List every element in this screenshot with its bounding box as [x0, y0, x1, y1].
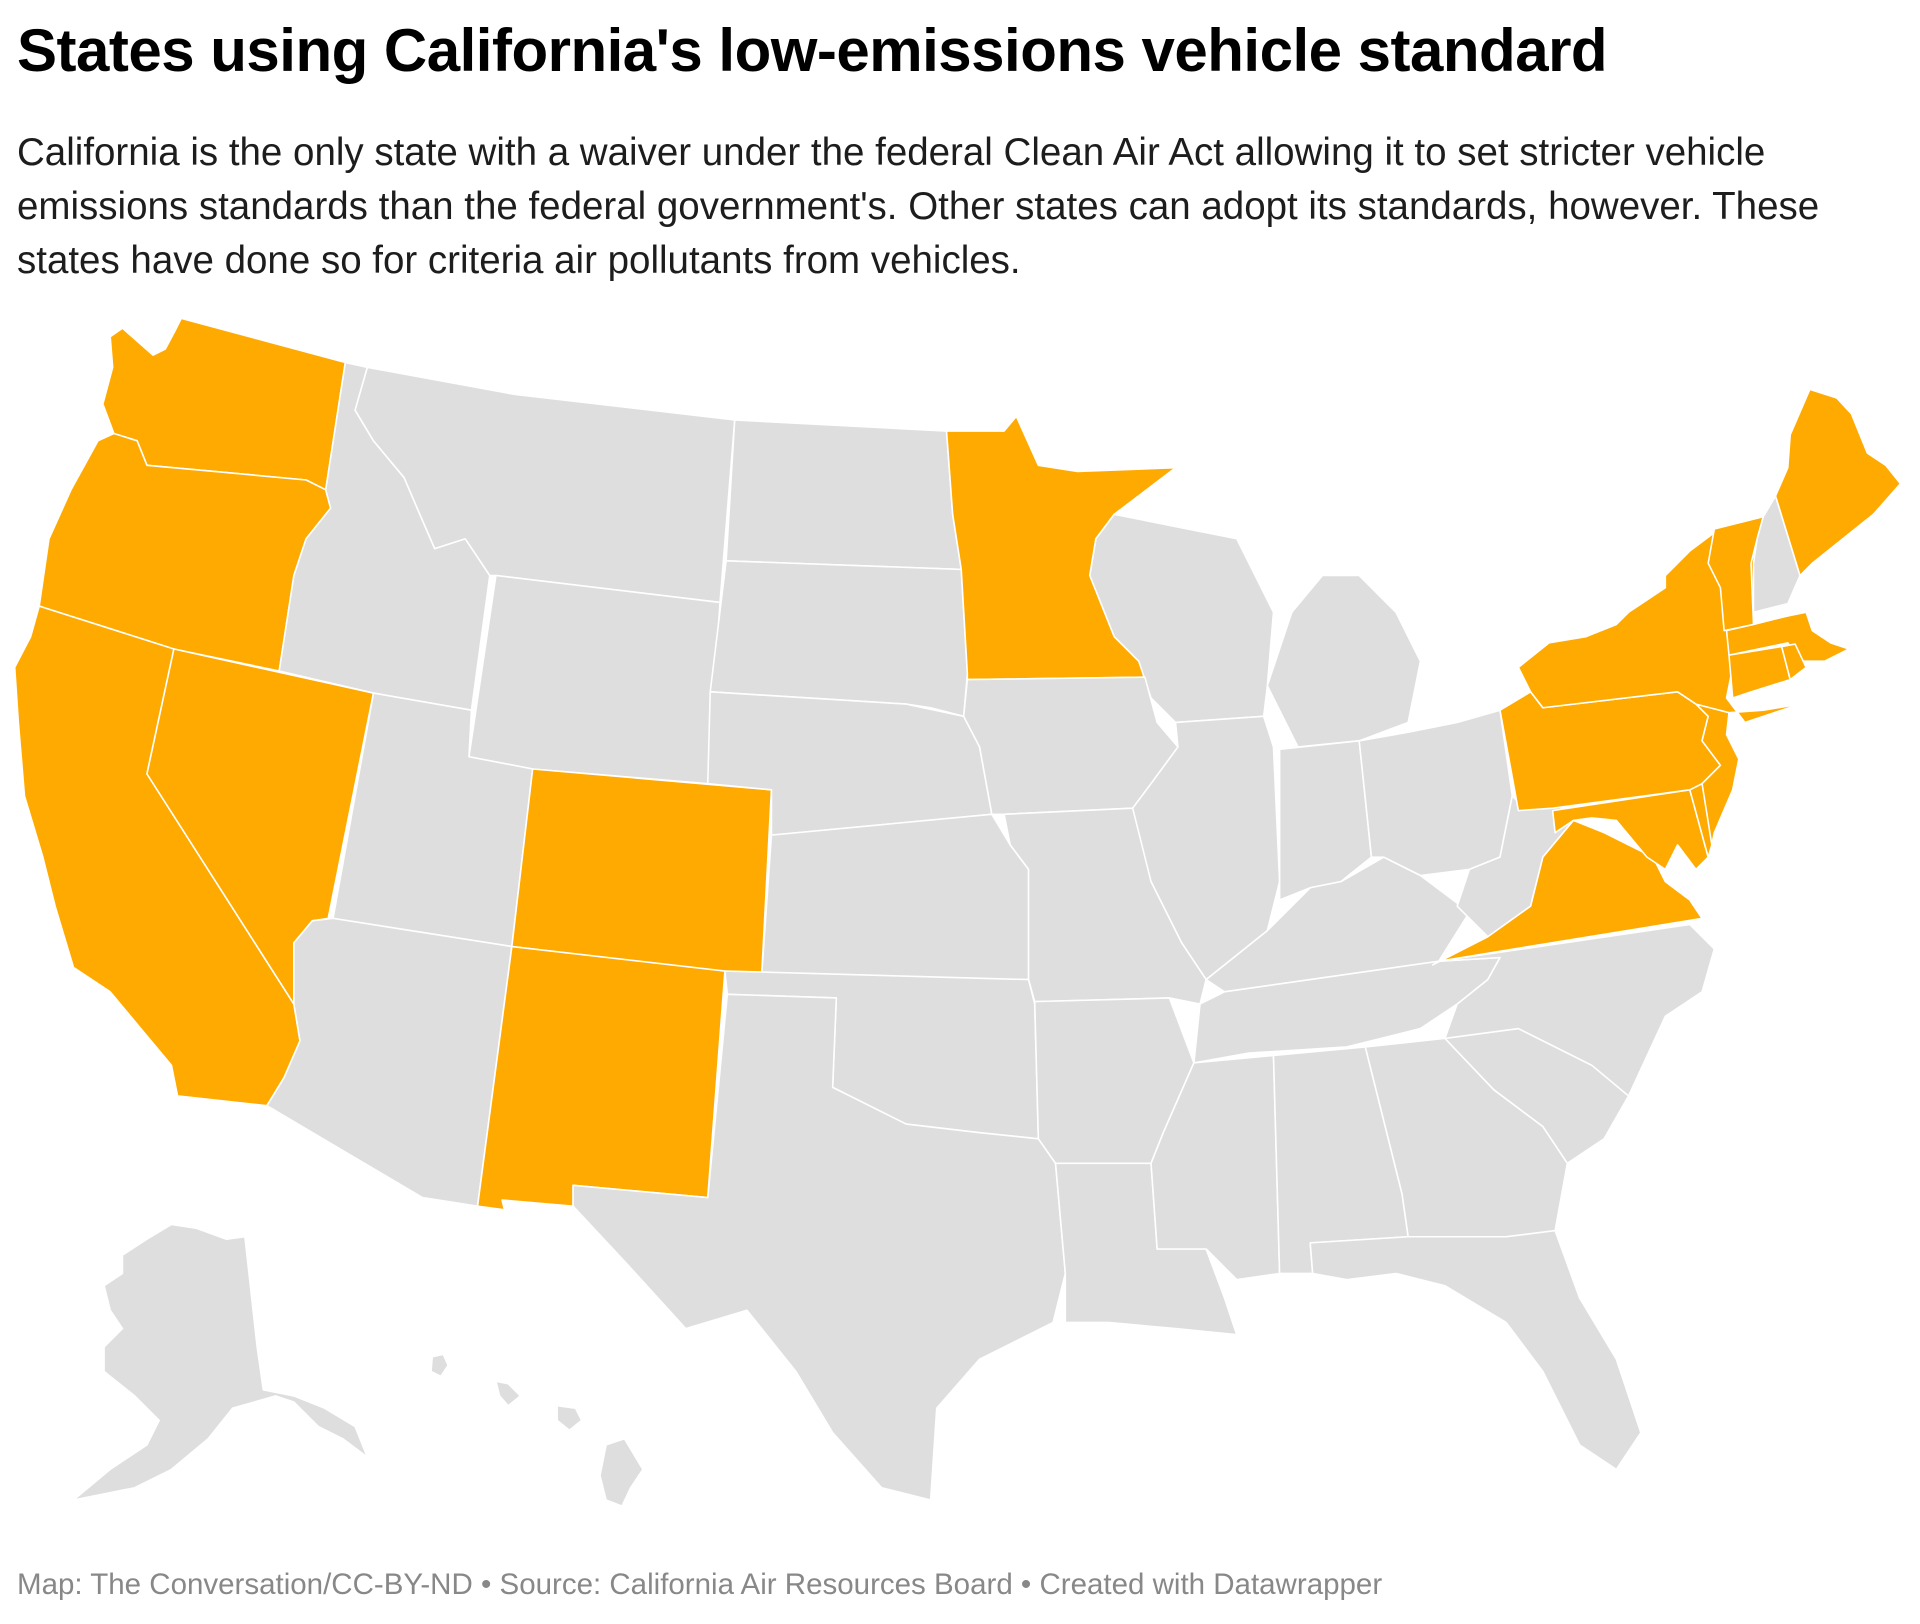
source-credit: Map: The Conversation/CC-BY-ND • Source:…: [17, 1568, 1383, 1601]
state-hawaii: [599, 1437, 644, 1507]
state-arizona: [266, 917, 513, 1207]
state-texas: [572, 993, 1067, 1501]
state-connecticut[interactable]: [1728, 645, 1792, 699]
state-wyoming: [468, 574, 721, 785]
state-wisconsin: [1089, 513, 1275, 724]
chart-description: California is the only state with a waiv…: [17, 131, 1820, 282]
state-hawaii-kauai: [430, 1353, 449, 1378]
state-hawaii-oahu: [495, 1380, 522, 1407]
state-ohio: [1358, 709, 1514, 877]
state-michigan: [1266, 574, 1422, 748]
state-florida: [1309, 1229, 1642, 1471]
state-maine[interactable]: [1774, 388, 1902, 577]
state-new-jersey[interactable]: [1695, 703, 1740, 846]
state-hawaii-maui: [556, 1404, 583, 1432]
state-alaska: [72, 1223, 369, 1501]
state-north-carolina: [1437, 923, 1716, 1097]
state-new-mexico[interactable]: [476, 945, 726, 1211]
state-virginia[interactable]: [1431, 819, 1703, 966]
state-kansas: [760, 813, 1030, 981]
state-north-dakota: [725, 419, 963, 571]
chart-title: States using California's low-emissions …: [17, 17, 1608, 84]
state-south-dakota: [709, 560, 969, 718]
state-colorado[interactable]: [511, 768, 773, 977]
state-massachusetts[interactable]: [1725, 611, 1850, 663]
state-rhode-island[interactable]: [1780, 643, 1807, 681]
state-missouri: [1003, 807, 1207, 1005]
